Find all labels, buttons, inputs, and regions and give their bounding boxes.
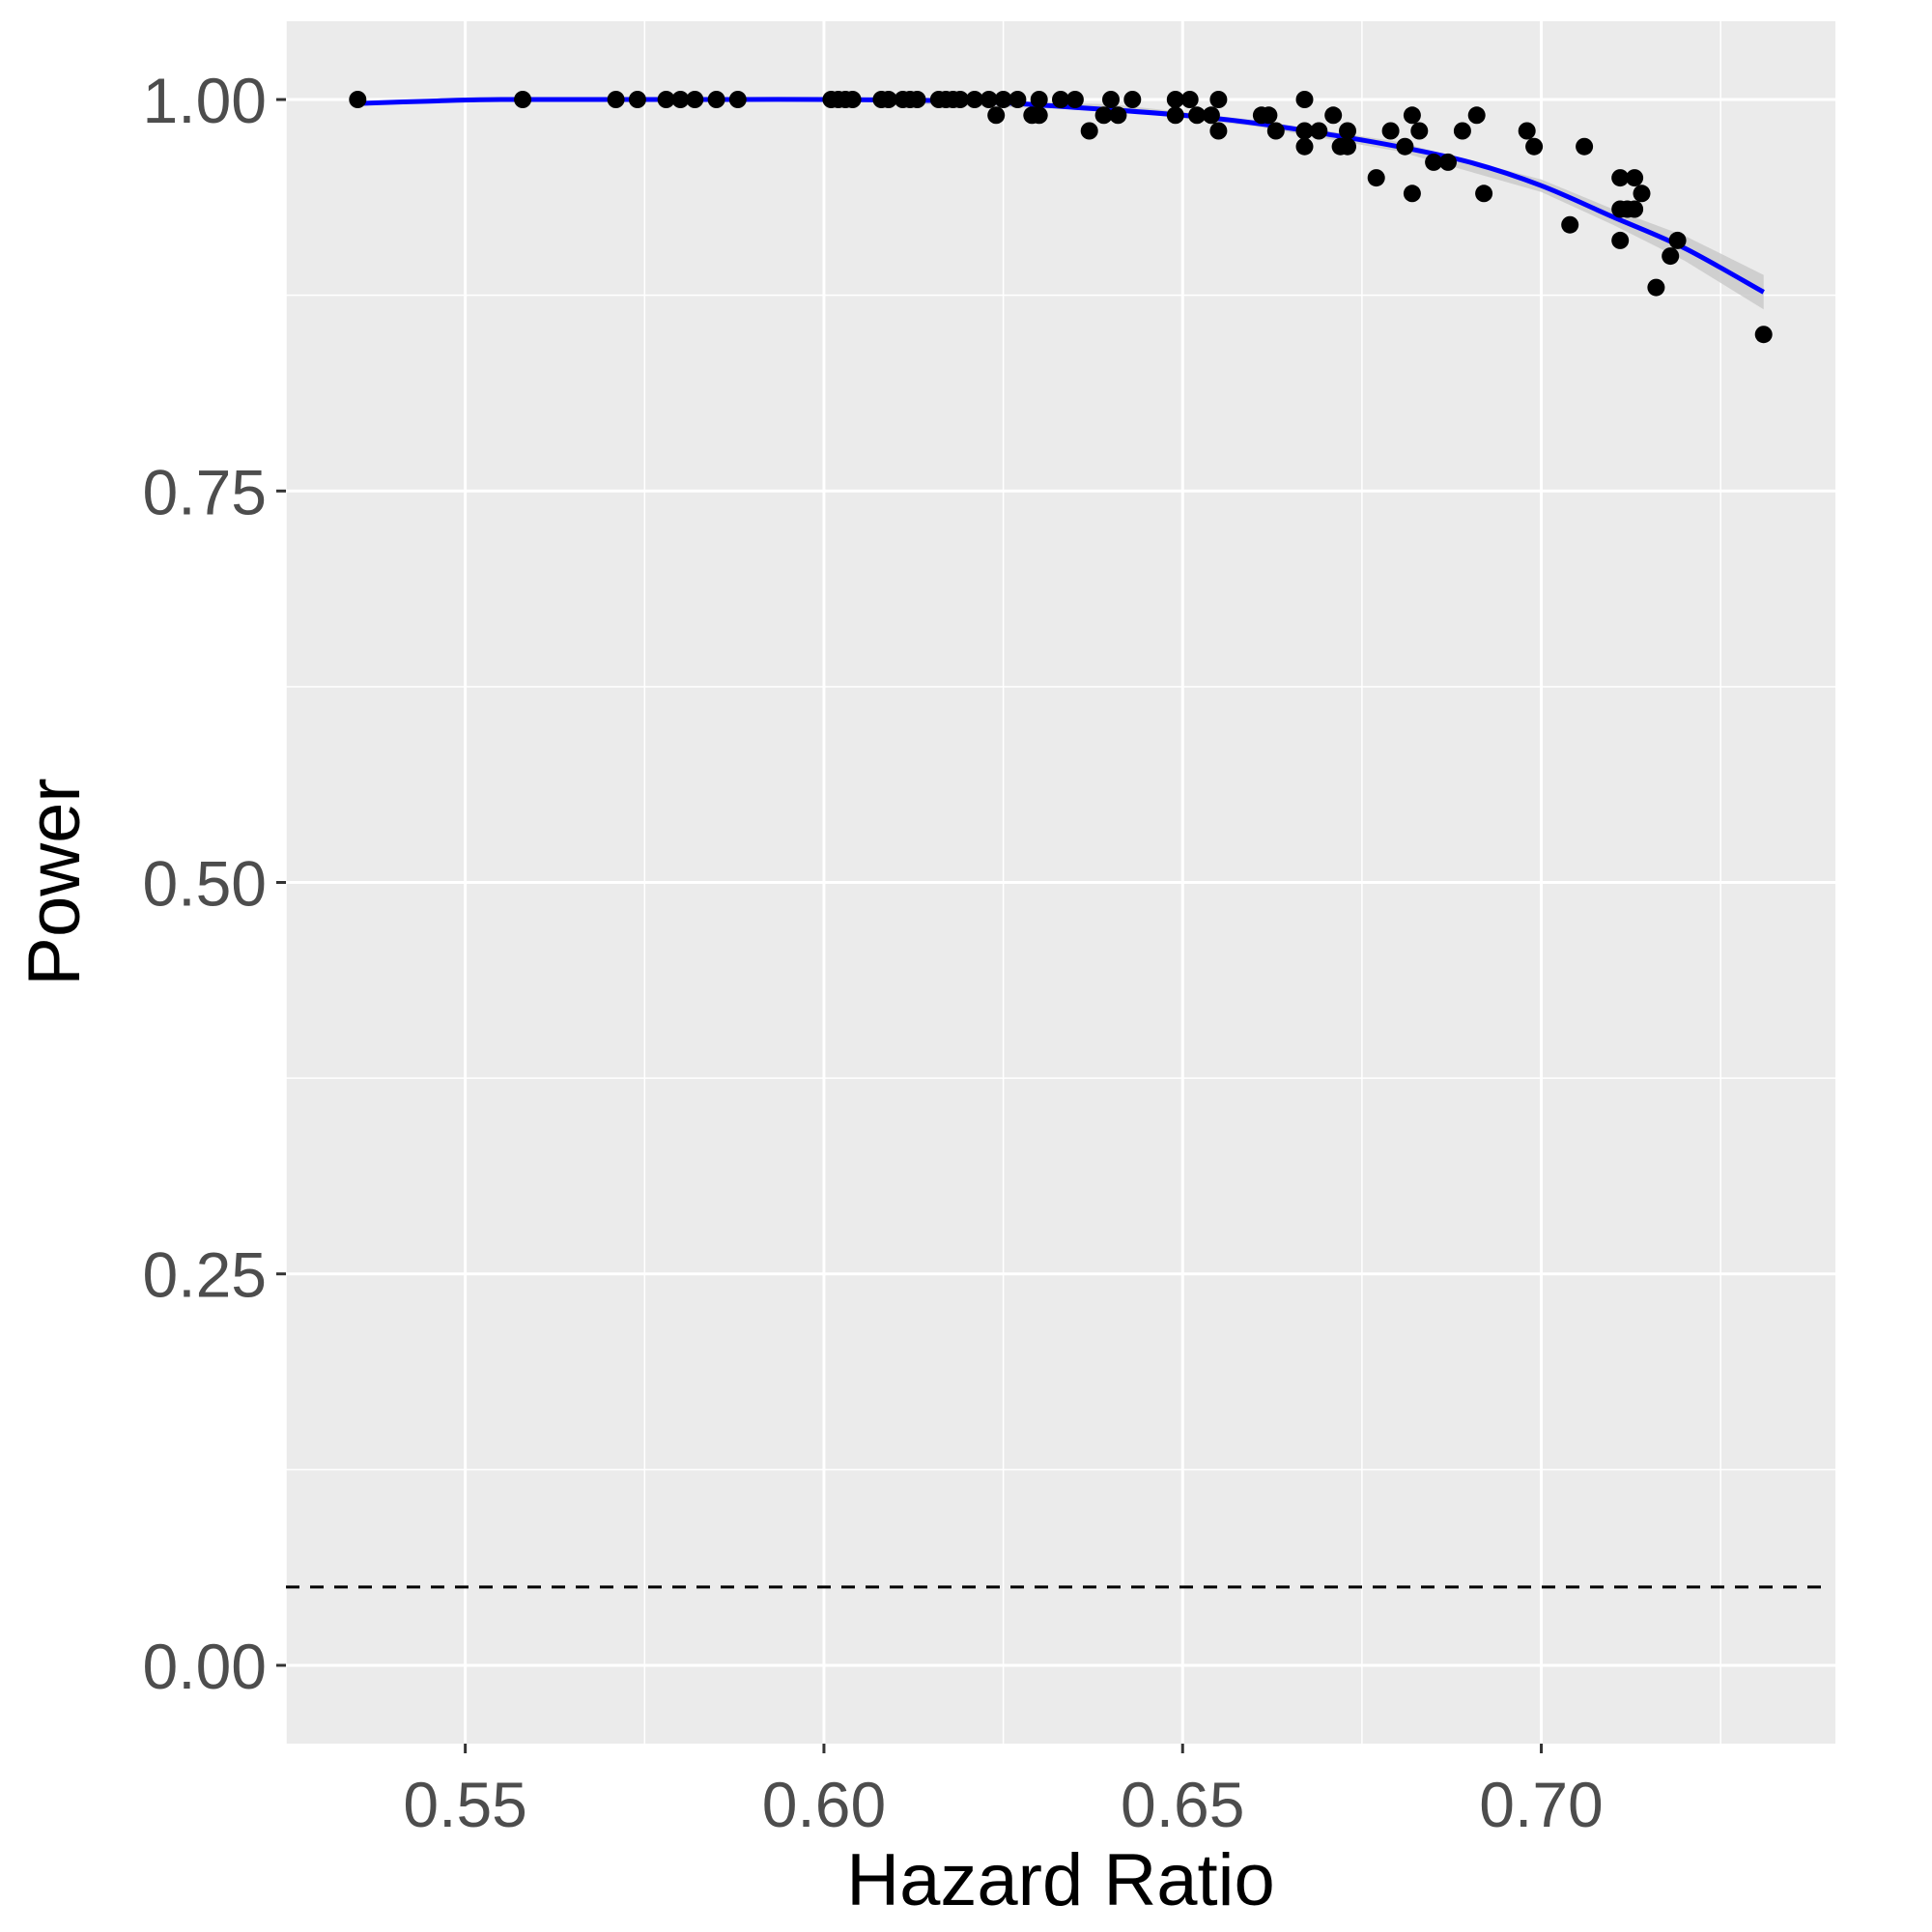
data-point xyxy=(1381,122,1400,140)
data-point xyxy=(1662,247,1680,266)
data-point xyxy=(1310,122,1328,140)
data-point xyxy=(1439,153,1457,171)
data-point xyxy=(1180,91,1199,108)
data-point xyxy=(686,91,704,108)
data-point xyxy=(1030,91,1048,108)
x-axis-title: Hazard Ratio xyxy=(846,1839,1275,1921)
data-point xyxy=(1425,153,1443,171)
data-point xyxy=(728,91,747,108)
x-tick-label: 0.70 xyxy=(1479,1769,1603,1840)
data-point xyxy=(952,91,969,108)
y-tick-label: 0.25 xyxy=(143,1239,267,1311)
data-point xyxy=(1080,122,1098,140)
data-points xyxy=(349,91,1773,344)
data-point xyxy=(1094,106,1113,125)
data-point xyxy=(1611,169,1630,187)
data-point xyxy=(1109,106,1127,125)
data-point xyxy=(1266,122,1285,140)
data-point xyxy=(707,91,725,108)
data-point xyxy=(1647,278,1665,297)
data-point xyxy=(1633,185,1651,203)
y-tick-label: 0.75 xyxy=(143,456,267,527)
data-point xyxy=(1052,91,1069,108)
data-point xyxy=(1260,106,1278,125)
data-point xyxy=(987,106,1006,125)
data-point xyxy=(1467,106,1486,125)
data-point xyxy=(1009,91,1027,108)
data-point xyxy=(1166,91,1184,108)
data-point xyxy=(908,91,926,108)
data-point xyxy=(1525,137,1544,156)
data-point xyxy=(1324,106,1343,125)
data-point xyxy=(1295,91,1314,108)
x-tick-label: 0.60 xyxy=(762,1769,886,1840)
data-point xyxy=(671,91,690,108)
y-tick-label: 1.00 xyxy=(143,65,267,136)
data-point xyxy=(1030,106,1048,125)
data-point xyxy=(349,91,367,108)
y-axis-title: Power xyxy=(14,778,96,985)
data-point xyxy=(1403,185,1421,203)
data-point xyxy=(1518,122,1536,140)
data-point xyxy=(1576,137,1594,156)
data-point xyxy=(1065,91,1084,108)
data-point xyxy=(879,91,897,108)
data-point xyxy=(1410,122,1429,140)
data-point xyxy=(1475,185,1493,203)
y-tick-label: 0.00 xyxy=(143,1631,267,1702)
data-point xyxy=(1403,106,1421,125)
data-point xyxy=(965,91,983,108)
x-tick-label: 0.65 xyxy=(1121,1769,1244,1840)
data-point xyxy=(1209,122,1228,140)
data-point xyxy=(1188,106,1207,125)
data-point xyxy=(657,91,675,108)
data-point xyxy=(1453,122,1471,140)
data-point xyxy=(1626,169,1644,187)
data-point xyxy=(994,91,1012,108)
data-point xyxy=(1561,215,1579,234)
data-point xyxy=(1611,231,1630,249)
data-point xyxy=(980,91,998,108)
data-point xyxy=(1668,231,1687,249)
data-point xyxy=(1295,137,1314,156)
y-axis: 0.00 0.25 0.50 0.75 1.00 xyxy=(143,65,286,1702)
data-point xyxy=(843,91,862,108)
y-tick-label: 0.50 xyxy=(143,848,267,920)
data-point xyxy=(1295,122,1314,140)
data-point xyxy=(1202,106,1220,125)
data-point xyxy=(1123,91,1142,108)
data-point xyxy=(1102,91,1120,108)
data-point xyxy=(1396,137,1414,156)
data-point xyxy=(628,91,646,108)
data-point xyxy=(1339,137,1356,156)
data-point xyxy=(1754,326,1773,344)
data-point xyxy=(1209,91,1228,108)
data-point xyxy=(1367,169,1385,187)
x-tick-label: 0.55 xyxy=(403,1769,526,1840)
data-point xyxy=(1626,200,1644,218)
data-point xyxy=(514,91,532,108)
data-point xyxy=(607,91,625,108)
data-point xyxy=(1339,122,1356,140)
data-point xyxy=(1166,106,1184,125)
x-axis: 0.55 0.60 0.65 0.70 xyxy=(403,1744,1604,1840)
